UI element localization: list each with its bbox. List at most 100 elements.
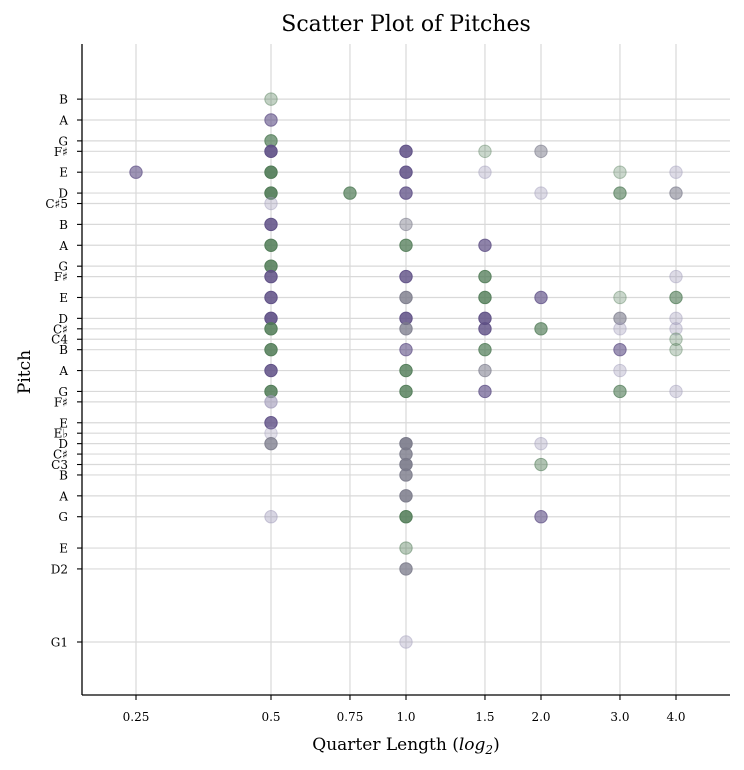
data-point — [534, 510, 548, 524]
data-point — [613, 165, 627, 179]
data-point — [534, 186, 548, 200]
y-tick-label: E♭ — [54, 427, 68, 441]
data-point — [534, 322, 548, 336]
data-point — [264, 416, 278, 430]
x-tick-label: 0.25 — [123, 710, 150, 724]
y-tick-label: E — [59, 416, 68, 430]
y-tick-label: D2 — [51, 562, 68, 576]
y-tick-label: C♯ — [53, 322, 68, 336]
data-point — [613, 311, 627, 326]
data-point — [264, 395, 278, 409]
data-point — [399, 217, 413, 232]
data-point — [264, 186, 278, 200]
y-tick-label: B — [59, 468, 68, 482]
x-tick-label: 1.5 — [475, 710, 494, 724]
data-point — [264, 113, 278, 127]
data-point — [613, 322, 627, 336]
points-layer — [129, 92, 683, 649]
y-tick-label: C3 — [51, 458, 68, 472]
data-point — [264, 238, 278, 252]
chart-title: Scatter Plot of Pitches — [281, 12, 531, 37]
data-point — [264, 165, 278, 179]
y-tick-label: E — [59, 542, 68, 556]
data-point — [129, 165, 143, 179]
data-point — [399, 238, 413, 252]
y-tick-label: G — [58, 260, 68, 274]
data-point — [478, 144, 492, 159]
data-point — [399, 165, 413, 179]
data-point — [399, 489, 413, 503]
data-point — [399, 186, 413, 200]
y-tick-label: F♯ — [54, 395, 68, 409]
data-point — [399, 269, 413, 284]
y-tick-label: B — [59, 93, 68, 107]
y-tick-label: D — [58, 187, 68, 201]
data-point — [399, 144, 413, 159]
data-point — [264, 510, 278, 524]
data-point — [669, 322, 683, 336]
data-point — [399, 562, 413, 576]
data-point — [399, 290, 413, 305]
y-tick-label: C4 — [51, 333, 68, 347]
y-tick-label: E — [59, 291, 68, 305]
y-tick-label: G — [58, 134, 68, 148]
y-tick-label: D — [58, 312, 68, 326]
x-ticks: 0.25 0.5 0.75 1.0 1.5 2.0 3.0 4.0 — [123, 695, 686, 724]
data-point — [613, 290, 627, 305]
y-tick-label: C♯5 — [45, 197, 68, 211]
data-point — [399, 635, 413, 649]
data-point — [478, 384, 492, 399]
x-axis-label-end: ) — [493, 735, 500, 755]
data-point — [399, 541, 413, 555]
data-point — [669, 311, 683, 326]
data-point — [264, 322, 278, 336]
data-point — [534, 436, 548, 451]
y-tick-label: E — [59, 166, 68, 180]
x-tick-label: 4.0 — [666, 710, 685, 724]
data-point — [669, 269, 683, 284]
y-tick-label: G1 — [51, 636, 68, 650]
data-point — [669, 165, 683, 179]
x-tick-label: 1.0 — [396, 710, 415, 724]
data-point — [264, 144, 278, 159]
x-axis-label: Quarter Length (log2) — [312, 735, 499, 757]
data-point — [478, 342, 492, 357]
y-tick-label: A — [58, 489, 68, 503]
data-point — [264, 217, 278, 232]
x-tick-label: 3.0 — [610, 710, 629, 724]
y-tick-label: B — [59, 343, 68, 357]
data-point — [264, 290, 278, 305]
data-point — [613, 384, 627, 399]
data-point — [399, 384, 413, 399]
y-tick-label: A — [58, 114, 68, 128]
data-point — [478, 363, 492, 378]
data-point — [613, 363, 627, 378]
data-point — [399, 342, 413, 357]
y-tick-label: G — [58, 510, 68, 524]
x-tick-label: 2.0 — [531, 710, 550, 724]
data-point — [669, 342, 683, 357]
x-axis-label-log: log — [459, 735, 486, 755]
x-tick-label: 0.5 — [261, 710, 280, 724]
y-axis-label: Pitch — [15, 350, 35, 394]
y-tick-label: D — [58, 437, 68, 451]
data-point — [399, 468, 413, 482]
x-tick-label: 0.75 — [337, 710, 364, 724]
data-point — [613, 186, 627, 200]
data-point — [264, 342, 278, 357]
data-point — [264, 196, 278, 211]
data-point — [669, 332, 683, 346]
data-point — [399, 322, 413, 336]
x-axis-label-sub: 2 — [484, 743, 493, 757]
data-point — [264, 92, 278, 106]
data-point — [343, 186, 357, 200]
data-point — [399, 363, 413, 378]
y-tick-label: F♯ — [54, 145, 68, 159]
data-point — [478, 269, 492, 284]
data-point — [264, 436, 278, 451]
y-ticks: G1D2EGABC3C♯DE♭EF♯GABC4C♯DEF♯GABC♯5DEF♯G… — [45, 93, 82, 650]
data-point — [478, 290, 492, 305]
data-point — [478, 165, 492, 179]
